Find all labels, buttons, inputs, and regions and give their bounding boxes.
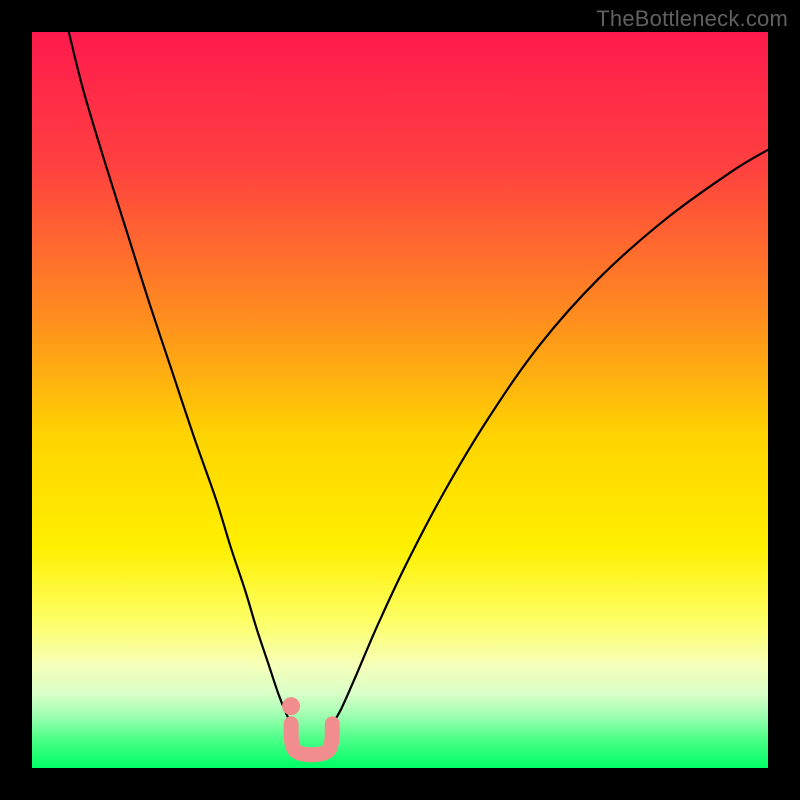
- gradient-background: [32, 32, 768, 768]
- plot-area: [32, 32, 768, 768]
- watermark-label: TheBottleneck.com: [596, 6, 788, 32]
